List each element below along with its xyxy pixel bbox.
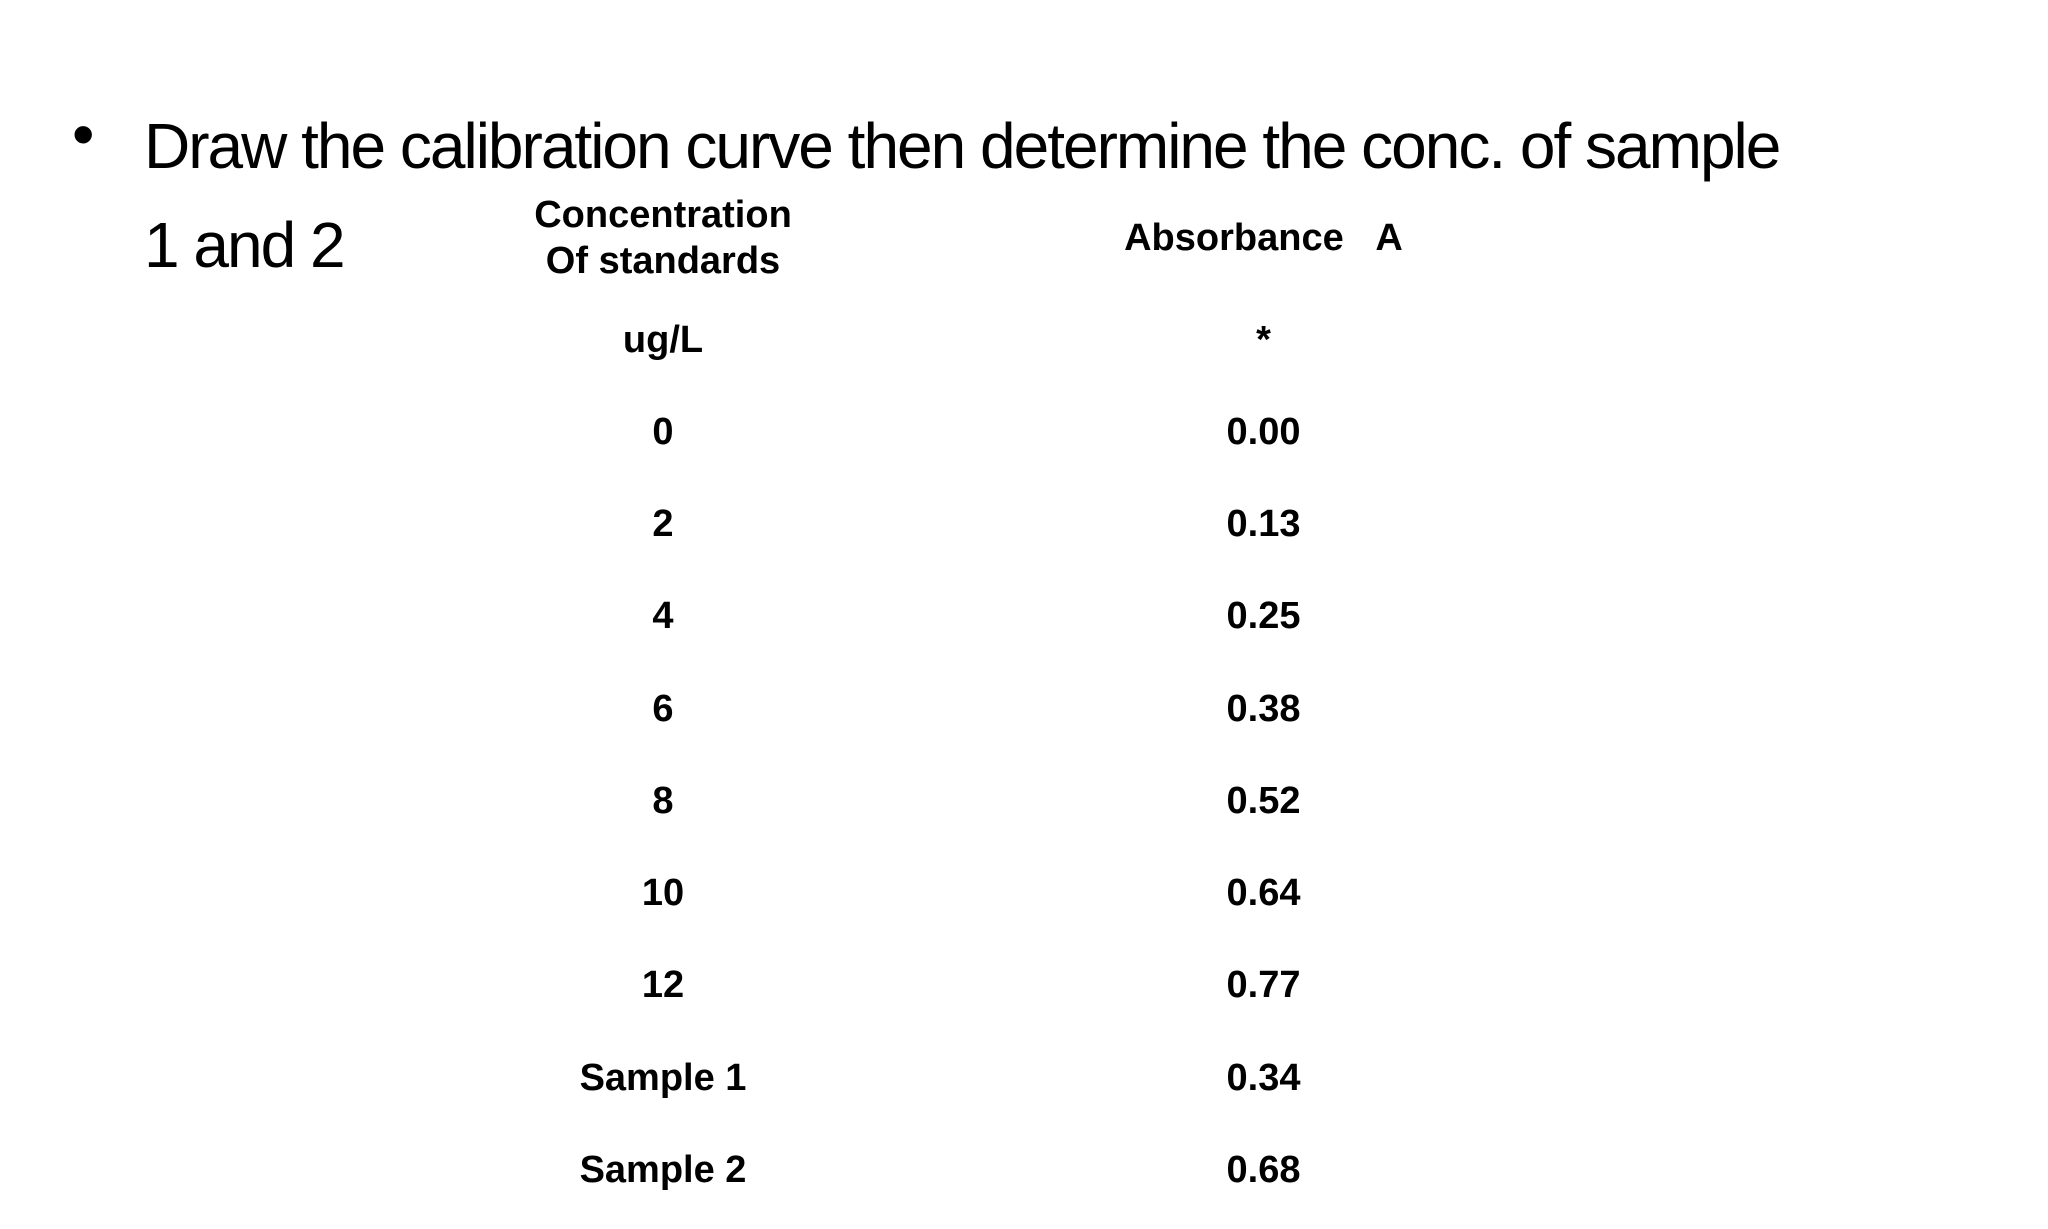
absorbance-cell: 0.77 xyxy=(1226,964,1301,1007)
table-row: Sample 1 0.34 xyxy=(363,1032,1564,1124)
absorbance-cell: 0.68 xyxy=(1226,1149,1301,1192)
slide-title: Draw the calibration curve then determin… xyxy=(144,97,2004,295)
concentration-cell: Sample 2 xyxy=(579,1149,747,1192)
col-header-absorbance: Absorbance A xyxy=(1124,216,1403,259)
bullet-marker: • xyxy=(72,98,95,170)
table-row: 0 0.00 xyxy=(363,386,1564,478)
table-units-row: ug/L * xyxy=(363,317,1564,363)
absorbance-cell: 0.00 xyxy=(1226,410,1301,453)
table-row: Sample 2 0.68 xyxy=(363,1124,1564,1216)
col-header-concentration-line-2: Of standards xyxy=(545,240,781,282)
concentration-cell: Sample 1 xyxy=(579,1056,747,1099)
concentration-cell: 4 xyxy=(652,595,674,638)
concentration-cell: 6 xyxy=(652,687,674,730)
absorbance-cell: 0.38 xyxy=(1226,687,1301,730)
concentration-cell: 8 xyxy=(652,779,674,822)
concentration-unit-label: ug/L xyxy=(622,319,704,361)
table-row: 12 0.77 xyxy=(363,940,1564,1032)
table-row: 8 0.52 xyxy=(363,755,1564,847)
table-row: 2 0.13 xyxy=(363,478,1564,570)
col-header-concentration-line-1: Concentration xyxy=(534,194,792,236)
concentration-cell: 10 xyxy=(641,872,685,915)
concentration-cell: 12 xyxy=(641,964,685,1007)
table-body: 0 0.00 2 0.13 4 0.25 6 0.38 8 0.52 10 0.… xyxy=(363,386,1564,1217)
table-row: 4 0.25 xyxy=(363,571,1564,663)
absorbance-cell: 0.13 xyxy=(1226,502,1301,545)
absorbance-cell: 0.52 xyxy=(1226,779,1301,822)
col-header-concentration: Concentration Of standards xyxy=(363,192,963,284)
absorbance-cell: 0.64 xyxy=(1226,872,1301,915)
concentration-cell: 2 xyxy=(652,502,674,545)
slide-title-line-2: 1 and 2 xyxy=(144,209,346,281)
absorbance-footnote-marker: * xyxy=(1256,319,1271,361)
absorbance-cell: 0.25 xyxy=(1226,595,1301,638)
table-row: 6 0.38 xyxy=(363,663,1564,755)
absorbance-cell: 0.34 xyxy=(1226,1056,1301,1099)
table-header-row: Concentration Of standards Absorbance A xyxy=(363,192,1564,284)
table-row: 10 0.64 xyxy=(363,847,1564,939)
concentration-cell: 0 xyxy=(652,410,674,453)
slide-title-line-1: Draw the calibration curve then determin… xyxy=(144,110,1781,182)
